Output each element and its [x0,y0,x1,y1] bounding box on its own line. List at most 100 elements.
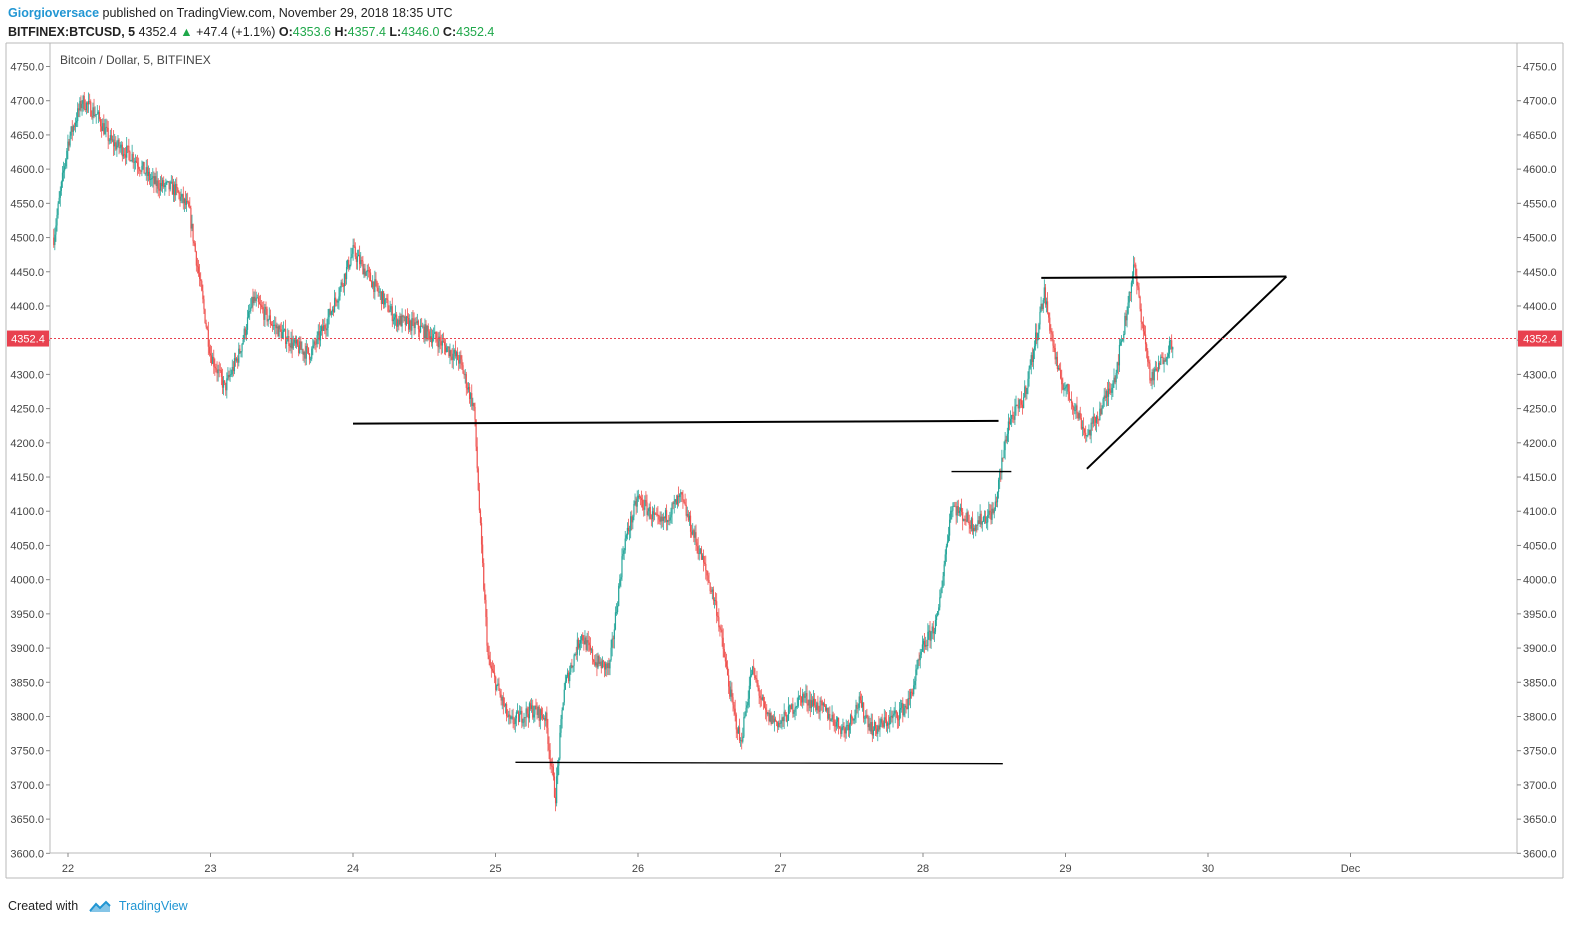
candle-body [716,601,718,616]
candle-body [500,694,502,701]
candle-body [254,296,256,302]
candle-body [195,251,197,266]
x-tick-label: 24 [347,863,359,875]
candle-body [843,726,845,729]
candle-body [187,200,189,202]
candle-body [795,707,797,708]
candle-body [769,713,771,722]
candle-body [542,717,545,719]
candle-body [330,311,332,315]
candle-body [768,712,770,722]
candle-body [744,716,746,718]
candle-body [349,264,351,269]
candle-body [354,246,356,257]
candle-body [1085,432,1087,437]
candle-body [87,101,90,105]
candle-body [548,743,550,750]
candle-body [147,171,150,176]
candle-body [258,302,261,305]
candle-body [468,386,471,399]
candle-body [709,582,711,592]
candle-body [824,706,827,711]
candle-body [1152,372,1154,381]
candle-body [203,299,205,310]
candle-body [524,717,526,718]
candle-body [546,712,548,728]
candle-body [712,589,715,601]
candle-body [168,181,170,190]
candle-body [462,365,464,374]
candle-body [1067,383,1069,392]
candle-body [1171,340,1173,350]
candle-body [1137,285,1139,288]
candle-body [950,510,952,520]
candle-body [643,507,645,510]
candle-body [646,502,648,515]
candle-body [326,327,328,331]
candle-body [745,707,747,717]
candle-body [1065,386,1067,389]
candle-body [877,725,879,734]
candle-body [271,325,274,326]
candle-body [448,346,450,357]
candle-body [503,705,506,707]
candle-body [538,706,540,721]
candle-body [514,718,516,724]
author-link[interactable]: Giorgioversace [8,6,100,20]
candle-body [812,698,815,706]
candle-body [661,516,663,522]
candle-body [132,153,134,163]
candle-body [711,589,713,592]
candle-body [784,711,786,715]
y-tick-label-right: 4050.0 [1523,540,1557,552]
candle-body [389,309,391,313]
candle-body [1009,418,1012,425]
y-tick-label-right: 3800.0 [1523,711,1557,723]
candle-body [141,165,143,172]
candle-body [111,139,114,141]
candle-body [220,370,222,377]
candle-body [631,516,633,523]
candle-body [867,717,869,728]
candle-body [510,716,512,719]
candle-body [896,712,898,720]
candle-body [521,710,523,723]
candle-body [473,402,475,407]
candle-body [1061,378,1063,385]
candle-body [1014,406,1016,420]
candle-body [1147,350,1149,362]
candle-body [478,490,480,511]
candle-body [421,325,423,327]
candle-body [708,580,710,583]
candle-body [89,101,91,102]
candle-body [590,649,593,651]
candle-body [307,347,310,354]
candle-body [1161,356,1163,358]
candle-body [1048,312,1050,318]
candle-body [402,315,404,318]
candle-body [974,527,976,531]
tradingview-link[interactable]: TradingView [118,899,188,913]
candle-body [446,347,448,353]
candle-body [172,184,175,195]
candle-body [1068,391,1070,400]
y-tick-label-right: 4100.0 [1523,506,1557,518]
candle-body [993,509,995,513]
candle-body [1020,400,1023,405]
candle-body [593,659,595,662]
candle-body [663,516,666,519]
candle-body [695,532,697,543]
candle-body [809,699,811,709]
candle-body [400,315,402,327]
candle-body [425,324,427,340]
candle-body [250,307,252,311]
candle-body [968,521,970,525]
candle-body [922,640,925,645]
candle-body [1168,341,1171,354]
candle-body [685,504,687,516]
candle-body [830,720,832,722]
candle-body [154,176,156,184]
candle-body [156,180,158,187]
candle-body [124,154,127,158]
